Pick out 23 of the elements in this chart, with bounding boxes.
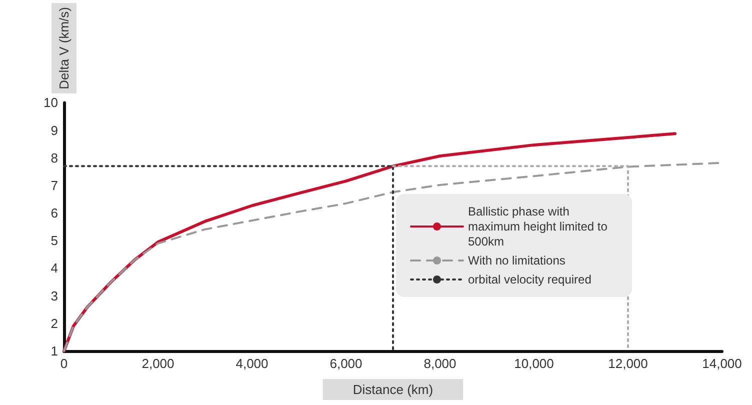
y-tick-label: 8 <box>50 150 58 166</box>
legend-label: With no limitations <box>468 254 566 268</box>
y-tick-label: 5 <box>50 233 58 248</box>
x-tick-label: 0 <box>60 356 68 371</box>
x-tick-label: 12,000 <box>608 356 648 371</box>
y-axis-title: Delta V (km/s) <box>56 7 72 90</box>
y-tick-label: 4 <box>50 260 58 276</box>
x-tick-label: 6,000 <box>330 356 362 371</box>
legend-label: Ballistic phase with maximum height limited to 500km <box>468 204 611 248</box>
y-tick-label: 1 <box>50 344 58 358</box>
y-tick-label: 6 <box>50 206 58 221</box>
x-tick-label: 10,000 <box>514 356 554 371</box>
x-tick-label: 4,000 <box>236 356 268 371</box>
y-tick-label: 2 <box>50 316 58 331</box>
x-axis-title: Distance (km) <box>352 382 434 397</box>
x-tick-label: 8,000 <box>424 356 456 371</box>
x-tick-label: 14,000 <box>702 356 742 371</box>
legend-label: orbital velocity required <box>468 272 592 286</box>
x-tick-label: 2,000 <box>142 356 174 371</box>
y-tick-label: 7 <box>50 178 58 193</box>
y-tick-label: 3 <box>50 288 58 304</box>
y-tick-label: 10 <box>44 95 58 110</box>
y-tick-label: 9 <box>50 122 58 138</box>
